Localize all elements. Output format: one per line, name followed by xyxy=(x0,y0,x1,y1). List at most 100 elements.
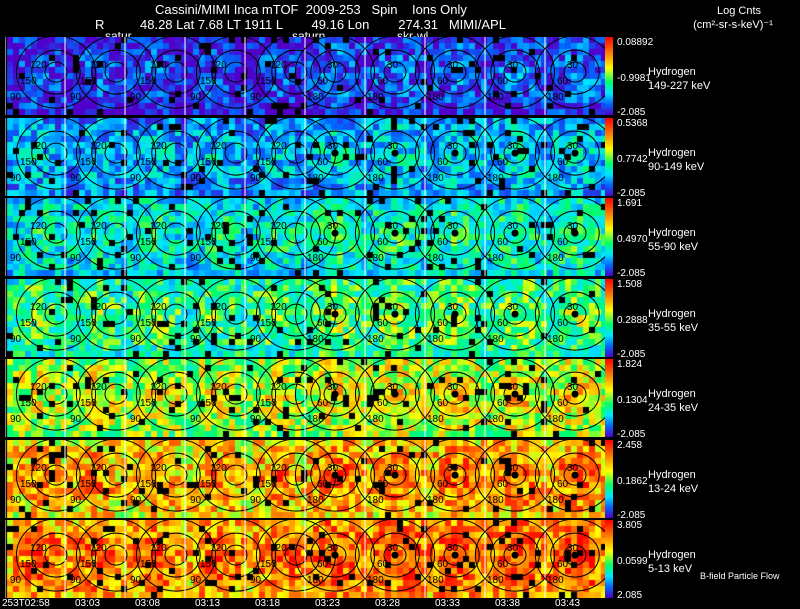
contour-line xyxy=(550,291,600,337)
contour-label: 60 xyxy=(557,157,569,168)
contour-label: 90 xyxy=(250,495,262,506)
contour-line xyxy=(443,303,467,325)
contour-label: 180 xyxy=(427,334,444,345)
contour-label: 60 xyxy=(557,76,569,87)
contour-line xyxy=(414,118,496,190)
contour-line xyxy=(490,532,540,578)
contour-line xyxy=(151,532,201,578)
colorbar-title: Log Cnts xyxy=(716,5,762,17)
contour-line xyxy=(91,452,141,498)
contour-line xyxy=(224,383,248,405)
contour-line xyxy=(474,37,556,109)
contour-label: 60 xyxy=(437,559,449,570)
contour-line xyxy=(354,359,436,431)
field-direction-dot xyxy=(331,471,339,479)
contour-label: 180 xyxy=(547,253,564,264)
contour-label: 90 xyxy=(130,173,142,184)
contour-line xyxy=(224,303,248,325)
contour-label: 30 xyxy=(447,382,459,393)
contour-label: 150 xyxy=(80,318,97,329)
contour-label: 120 xyxy=(30,382,47,393)
contour-line xyxy=(323,142,347,164)
contour-line xyxy=(135,198,217,270)
orbit-label-r: R xyxy=(95,17,105,32)
contour-label: 30 xyxy=(567,141,579,152)
field-direction-dot xyxy=(571,551,579,559)
contour-line xyxy=(490,130,540,176)
contour-label: 30 xyxy=(387,302,399,313)
contour-label: 180 xyxy=(367,495,384,506)
contour-label: 30 xyxy=(387,221,399,232)
contour-label: 120 xyxy=(30,221,47,232)
colorbar-mid: 0.2888 xyxy=(617,315,648,326)
contour-label: 60 xyxy=(437,76,449,87)
contour-line xyxy=(430,130,480,176)
colorbar-min: -2.085 xyxy=(617,268,646,279)
contour-label: 150 xyxy=(80,559,97,570)
contour-line xyxy=(31,371,81,417)
contour-line xyxy=(310,452,360,498)
contour-label: 60 xyxy=(317,479,329,490)
contour-line xyxy=(370,130,420,176)
contour-label: 90 xyxy=(10,495,22,506)
contour-label: 30 xyxy=(327,60,339,71)
colorbar-min: -2.085 xyxy=(617,107,646,118)
contour-label: 150 xyxy=(200,398,217,409)
contour-line xyxy=(31,130,81,176)
contour-label: 90 xyxy=(70,414,82,425)
contour-line xyxy=(383,222,407,244)
contour-line xyxy=(195,37,277,109)
contour-label: 180 xyxy=(487,92,504,103)
contour-line xyxy=(271,532,321,578)
contour-line xyxy=(195,279,277,351)
contour-label: 180 xyxy=(487,495,504,506)
contour-line xyxy=(224,222,248,244)
species-label: Hydrogen xyxy=(648,469,696,481)
contour-label: 120 xyxy=(90,543,107,554)
colorbar-mid: 0.7742 xyxy=(617,154,648,165)
contour-line xyxy=(31,210,81,256)
contour-line xyxy=(31,291,81,337)
contour-label: 30 xyxy=(327,463,339,474)
contour-line xyxy=(44,303,68,325)
contour-line xyxy=(430,452,480,498)
contour-line xyxy=(443,61,467,83)
contour-line xyxy=(503,222,527,244)
contour-line xyxy=(563,383,587,405)
x-tick-label: 03:43 xyxy=(555,598,581,609)
contour-line xyxy=(151,210,201,256)
contour-line xyxy=(271,452,321,498)
contour-label: 60 xyxy=(317,76,329,87)
contour-label: 60 xyxy=(437,479,449,490)
contour-label: 60 xyxy=(317,237,329,248)
contour-label: 150 xyxy=(140,398,157,409)
contour-label: 120 xyxy=(270,382,287,393)
field-direction-dot xyxy=(451,149,459,157)
contour-line xyxy=(211,532,261,578)
x-tick-label: 03:28 xyxy=(375,598,401,609)
contour-line xyxy=(310,371,360,417)
colorbar xyxy=(605,359,613,437)
field-direction-dot xyxy=(391,149,399,157)
contour-line xyxy=(414,440,496,512)
contour-line xyxy=(164,142,188,164)
contour-label: 150 xyxy=(200,318,217,329)
contour-line xyxy=(383,61,407,83)
contour-line xyxy=(75,118,157,190)
contour-label: 150 xyxy=(260,398,277,409)
contour-line xyxy=(224,464,248,486)
contour-line xyxy=(284,544,308,566)
colorbar-mid: 0.4970 xyxy=(617,234,648,245)
colorbar-min: -2.085 xyxy=(617,349,646,360)
field-direction-dot xyxy=(331,229,339,237)
colorbar-mid: -0.9981 xyxy=(617,73,651,84)
contour-label: 180 xyxy=(547,575,564,586)
contour-label: 150 xyxy=(200,479,217,490)
contour-line xyxy=(164,61,188,83)
contour-line xyxy=(195,440,277,512)
field-direction-dot xyxy=(331,149,339,157)
contour-label: 150 xyxy=(140,157,157,168)
contour-label: 180 xyxy=(427,173,444,184)
x-tick-label: 03:23 xyxy=(315,598,341,609)
contour-label: 180 xyxy=(367,173,384,184)
